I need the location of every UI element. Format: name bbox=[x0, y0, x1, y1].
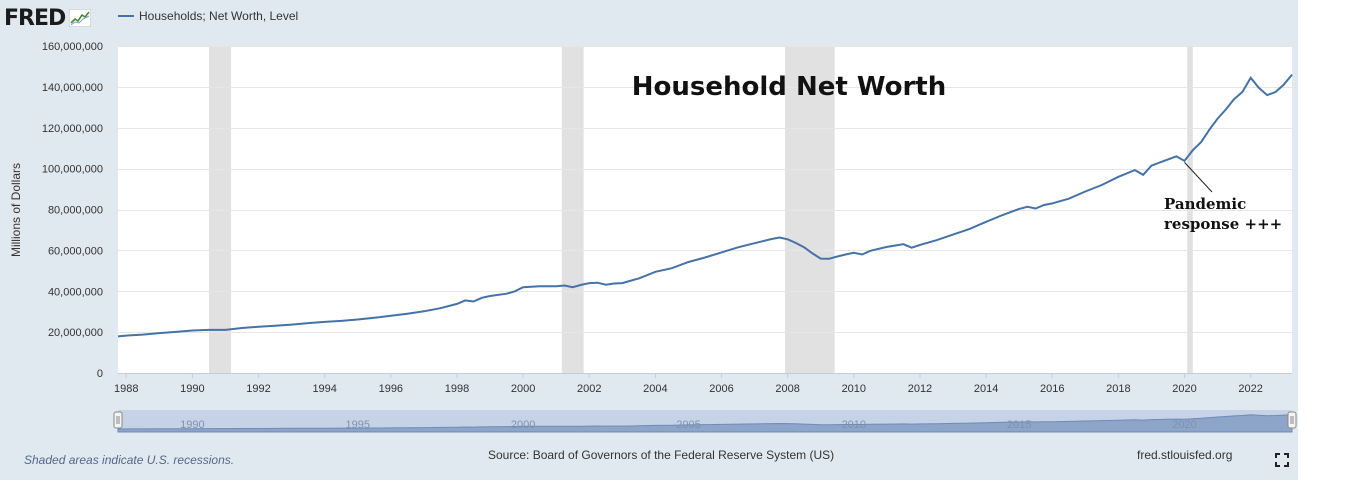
y-tick-label: 100,000,000 bbox=[42, 164, 103, 176]
recession-band bbox=[785, 46, 835, 373]
y-axis-ticks: 0 20,000,000 40,000,000 60,000,000 80,000,00… bbox=[42, 41, 103, 380]
chart-title: Household Net Worth bbox=[632, 72, 946, 102]
x-tick-label: 2008 bbox=[775, 383, 799, 395]
x-tick-label: 2018 bbox=[1106, 383, 1130, 395]
fred-logo[interactable]: FRED bbox=[4, 4, 92, 32]
x-tick-label: 1996 bbox=[379, 383, 403, 395]
annotation-line-1: Pandemic bbox=[1164, 195, 1246, 213]
x-tick-label: 2022 bbox=[1238, 383, 1262, 395]
y-tick-label: 120,000,000 bbox=[42, 123, 103, 135]
site-link[interactable]: fred.stlouisfed.org bbox=[1137, 448, 1233, 462]
y-tick-label: 80,000,000 bbox=[48, 205, 103, 217]
y-tick-label: 60,000,000 bbox=[48, 245, 103, 257]
x-tick-label: 2002 bbox=[577, 383, 601, 395]
annotation-pointer bbox=[1184, 162, 1213, 193]
fullscreen-icon[interactable] bbox=[1275, 453, 1289, 467]
y-tick-label: 140,000,000 bbox=[42, 82, 103, 94]
y-axis-label: Millions of Dollars bbox=[9, 163, 23, 257]
legend[interactable]: Households; Net Worth, Level bbox=[118, 9, 298, 23]
annotation-line-2: response +++ bbox=[1164, 215, 1282, 233]
legend-label: Households; Net Worth, Level bbox=[139, 9, 299, 23]
y-tick-label: 40,000,000 bbox=[48, 286, 103, 298]
x-tick-label: 2014 bbox=[974, 383, 998, 395]
navigator-handle-left[interactable] bbox=[113, 411, 123, 429]
x-tick-label: 1988 bbox=[114, 383, 138, 395]
range-navigator[interactable]: 1990 1995 2000 2005 2010 2015 2020 bbox=[113, 410, 1297, 433]
navigator-series-area bbox=[117, 414, 1293, 433]
navigator-ticks: 1990 1995 2000 2005 2010 2015 2020 bbox=[180, 419, 1197, 431]
x-tick-label: 2010 bbox=[842, 383, 866, 395]
plot-background bbox=[118, 46, 1292, 373]
y-tick-label: 20,000,000 bbox=[48, 327, 103, 339]
x-tick-label: 1990 bbox=[180, 383, 204, 395]
navigator-tick-label: 2010 bbox=[842, 419, 866, 431]
recession-band bbox=[561, 46, 584, 373]
legend-swatch bbox=[118, 15, 134, 17]
x-tick-label: 2012 bbox=[908, 383, 932, 395]
y-tick-label: 160,000,000 bbox=[42, 41, 103, 53]
recession-note: Shaded areas indicate U.S. recessions. bbox=[24, 453, 235, 467]
navigator-handle-right[interactable] bbox=[1287, 411, 1297, 429]
x-tick-label: 2000 bbox=[511, 383, 535, 395]
y-tick-label: 0 bbox=[97, 368, 103, 380]
navigator-tick-label: 1995 bbox=[346, 419, 370, 431]
chart-area: 0 20,000,000 40,000,000 60,000,000 80,000,00… bbox=[9, 41, 1297, 433]
x-tick-label: 1992 bbox=[246, 383, 270, 395]
navigator-tick-label: 1990 bbox=[180, 419, 204, 431]
x-tick-label: 2016 bbox=[1040, 383, 1064, 395]
fred-logo-text: FRED bbox=[4, 5, 66, 31]
gridlines bbox=[118, 46, 1292, 333]
series-line bbox=[117, 73, 1293, 338]
recession-band bbox=[208, 46, 232, 373]
navigator-tick-label: 2020 bbox=[1172, 419, 1196, 431]
x-axis-ticks: 1988 1990 1992 1994 1996 1998 2000 2002 2004 2006… bbox=[114, 373, 1263, 395]
navigator-tick-label: 2015 bbox=[1007, 419, 1031, 431]
navigator-tick-label: 2000 bbox=[511, 419, 535, 431]
navigator-tick-label: 2005 bbox=[676, 419, 700, 431]
trend-line-icon bbox=[69, 9, 92, 27]
x-tick-label: 2020 bbox=[1172, 383, 1196, 395]
source-text: Source: Board of Governors of the Federa… bbox=[488, 448, 835, 462]
x-tick-label: 1994 bbox=[312, 383, 336, 395]
x-tick-label: 2004 bbox=[643, 383, 667, 395]
x-tick-label: 2006 bbox=[709, 383, 733, 395]
recession-band bbox=[1187, 46, 1193, 373]
x-tick-label: 1998 bbox=[445, 383, 469, 395]
